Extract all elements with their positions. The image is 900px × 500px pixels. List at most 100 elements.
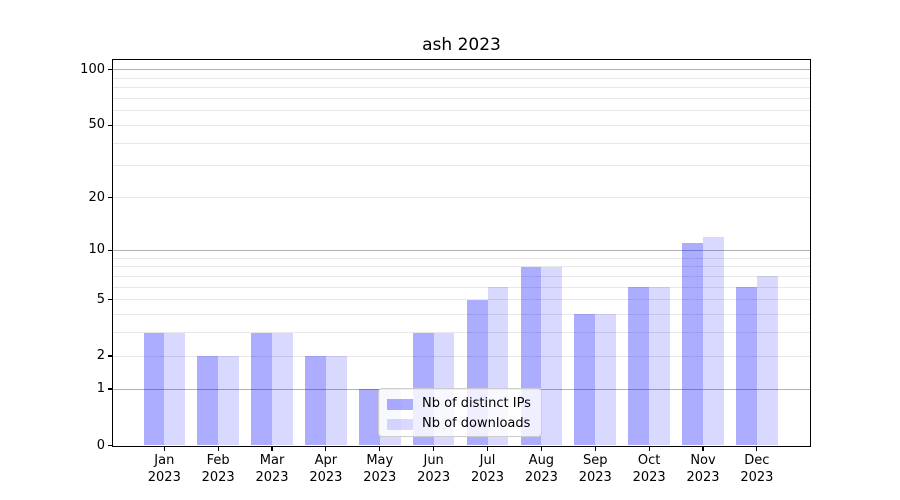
legend-item-downloads: Nb of downloads <box>387 414 533 434</box>
gridline-7 <box>113 275 810 277</box>
y-tick-label-2: 2 <box>96 348 105 364</box>
bar-nb-of-downloads-nov <box>703 236 724 446</box>
y-tick-label-0: 0 <box>96 437 105 453</box>
gridline-8 <box>113 266 810 268</box>
bar-nb-of-distinct-ips-dec <box>736 287 757 446</box>
legend-label-distinct-ips: Nb of distinct IPs <box>422 396 531 411</box>
bar-nb-of-downloads-dec <box>756 276 778 446</box>
x-tick-year: 2023 <box>740 470 774 485</box>
gridline-40 <box>113 142 810 144</box>
bar-nb-of-downloads-sep <box>595 314 617 446</box>
gridline-9 <box>113 257 810 259</box>
gridline-30 <box>113 165 810 167</box>
x-tick-label-nov: Nov 2023 <box>663 452 743 486</box>
bar-nb-of-distinct-ips-feb <box>197 356 219 446</box>
gridline-60 <box>113 110 810 112</box>
x-tick-year: 2023 <box>147 470 181 485</box>
major-gridline-10 <box>113 249 810 251</box>
gridline-70 <box>113 97 810 99</box>
x-tick-aug <box>540 446 542 452</box>
x-tick-label-jan: Jan 2023 <box>124 452 204 486</box>
x-tick-year: 2023 <box>632 470 666 485</box>
bar-nb-of-downloads-apr <box>325 356 347 446</box>
major-gridline-100 <box>113 69 810 71</box>
y-tick-label-50: 50 <box>88 117 105 133</box>
bar-nb-of-distinct-ips-mar <box>251 332 273 446</box>
x-tick-oct <box>648 446 650 452</box>
y-tick-0 <box>107 444 112 447</box>
x-tick-label-mar: Mar 2023 <box>232 452 312 486</box>
x-tick-year: 2023 <box>686 470 720 485</box>
bar-nb-of-downloads-feb <box>218 356 239 446</box>
x-tick-label-dec: Dec 2023 <box>717 452 797 486</box>
y-tick-label-1: 1 <box>96 381 105 397</box>
x-tick-year: 2023 <box>470 470 505 485</box>
bar-nb-of-distinct-ips-sep <box>574 314 596 446</box>
x-tick-apr <box>325 446 327 452</box>
x-tick-year: 2023 <box>255 470 289 485</box>
legend-label-downloads: Nb of downloads <box>422 416 531 431</box>
x-tick-label-feb: Feb 2023 <box>178 452 258 486</box>
gridline-80 <box>113 87 810 89</box>
y-tick-20 <box>107 197 112 199</box>
x-tick-month: Nov <box>690 453 716 468</box>
y-tick-1 <box>107 388 112 390</box>
bar-nb-of-distinct-ips-jan <box>143 332 165 446</box>
x-tick-month: Dec <box>744 453 770 468</box>
legend-swatch-downloads-icon <box>387 418 413 430</box>
x-tick-sep <box>594 446 596 452</box>
y-tick-label-5: 5 <box>96 291 105 307</box>
bar-nb-of-downloads-jan <box>164 332 186 446</box>
x-tick-jul <box>486 446 489 452</box>
x-tick-year: 2023 <box>201 470 235 485</box>
gridline-3 <box>113 332 810 334</box>
x-tick-label-may: May 2023 <box>340 452 420 486</box>
y-tick-5 <box>107 299 112 301</box>
x-tick-label-apr: Apr 2023 <box>286 452 366 486</box>
x-tick-nov <box>702 446 704 452</box>
gridline-50 <box>113 124 810 126</box>
bar-nb-of-distinct-ips-nov <box>682 243 703 446</box>
x-tick-jun <box>433 446 435 452</box>
gridline-5 <box>113 299 810 301</box>
legend: Nb of distinct IPs Nb of downloads <box>378 388 542 437</box>
x-tick-year: 2023 <box>309 470 343 485</box>
x-tick-year: 2023 <box>363 470 397 485</box>
x-tick-label-sep: Sep 2023 <box>555 452 635 486</box>
gridline-20 <box>113 197 810 199</box>
x-tick-jan <box>163 446 165 452</box>
y-tick-50 <box>107 124 112 126</box>
bar-nb-of-distinct-ips-may <box>358 389 380 446</box>
y-tick-2 <box>107 355 112 357</box>
x-tick-month: May <box>366 453 394 468</box>
gridline-90 <box>113 77 810 79</box>
gridline-4 <box>113 313 810 315</box>
left-spine <box>111 59 113 447</box>
bar-nb-of-downloads-aug <box>541 266 563 446</box>
bar-nb-of-downloads-oct <box>649 287 670 446</box>
y-tick-100 <box>107 69 112 71</box>
x-tick-may <box>379 446 381 452</box>
x-tick-feb <box>217 446 219 452</box>
legend-item-distinct-ips: Nb of distinct IPs <box>387 394 533 414</box>
bar-nb-of-distinct-ips-apr <box>305 356 326 446</box>
x-tick-month: Jul <box>479 453 496 468</box>
x-tick-month: Oct <box>637 453 661 468</box>
x-tick-dec <box>756 446 758 452</box>
x-tick-label-jul: Jul 2023 <box>448 452 528 486</box>
x-tick-month: Sep <box>582 453 608 468</box>
bar-nb-of-distinct-ips-oct <box>628 287 650 446</box>
x-tick-month: Aug <box>528 453 555 468</box>
gridline-6 <box>113 286 810 288</box>
x-tick-year: 2023 <box>417 470 451 485</box>
x-tick-label-jun: Jun 2023 <box>394 452 474 486</box>
x-tick-mar <box>271 446 273 452</box>
gridline-2 <box>113 355 810 357</box>
y-tick-label-100: 100 <box>80 61 105 77</box>
right-spine <box>810 59 812 447</box>
x-tick-year: 2023 <box>524 470 558 485</box>
x-tick-label-aug: Aug 2023 <box>501 452 581 486</box>
